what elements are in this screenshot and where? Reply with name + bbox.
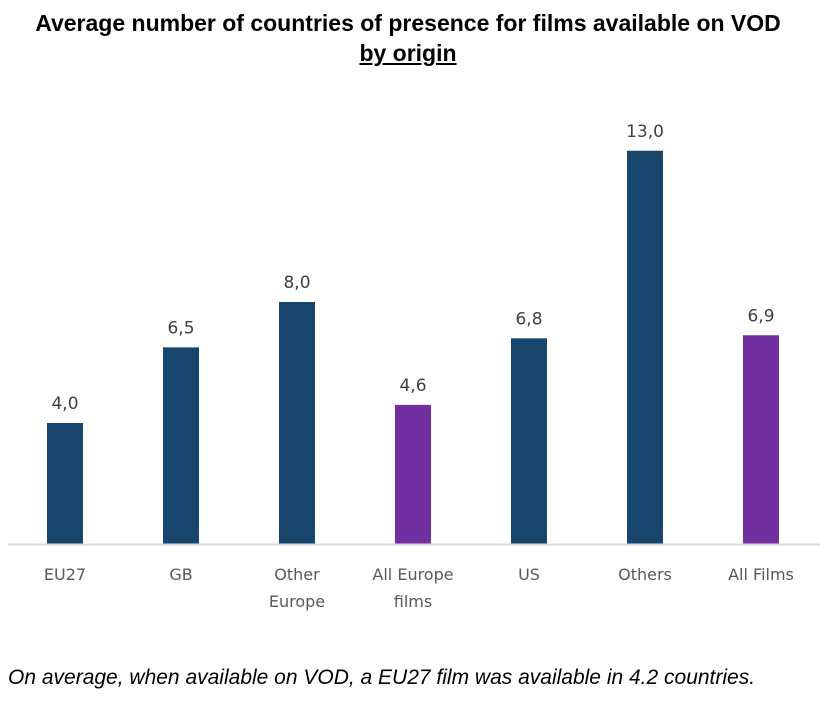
chart-title-main: Average number of countries of presence … <box>35 10 781 36</box>
bar-gb <box>163 347 199 544</box>
bar-us <box>511 338 547 544</box>
bar-all-europe-films <box>395 404 431 544</box>
chart-title: Average number of countries of presence … <box>0 8 816 68</box>
x-tick-label: All Films <box>728 565 794 584</box>
x-tick-label: films <box>394 592 432 611</box>
bar-other-europe <box>279 302 315 544</box>
data-label: 4,6 <box>399 376 426 396</box>
x-tick-label: EU27 <box>44 565 86 584</box>
bar-all-films <box>743 335 779 544</box>
x-tick-label: US <box>518 565 540 584</box>
x-tick-label: Others <box>618 565 672 584</box>
chart-title-underlined: by origin <box>359 40 457 66</box>
data-label: 6,8 <box>515 309 542 329</box>
data-label: 6,9 <box>747 306 774 326</box>
data-label: 8,0 <box>283 273 310 293</box>
data-label: 6,5 <box>167 318 194 338</box>
x-tick-label: Other <box>274 565 320 584</box>
x-tick-label: All Europe <box>372 565 453 584</box>
data-label: 13,0 <box>626 122 664 142</box>
bar-eu27 <box>47 423 83 544</box>
data-label: 4,0 <box>51 394 78 414</box>
bar-others <box>627 150 663 544</box>
footnote: On average, when available on VOD, a EU2… <box>8 666 756 689</box>
x-tick-label: Europe <box>269 592 325 611</box>
x-tick-label: GB <box>169 565 192 584</box>
